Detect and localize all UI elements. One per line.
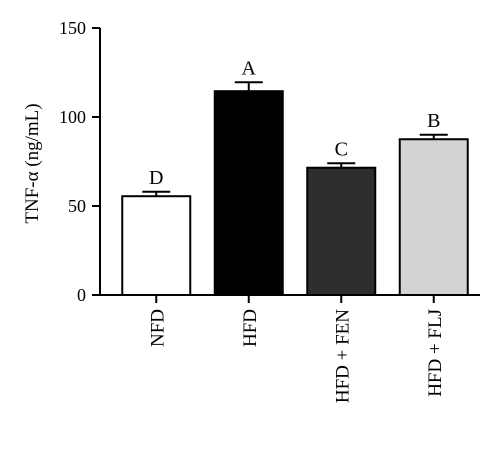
bar bbox=[213, 90, 284, 296]
y-tick-label: 100 bbox=[59, 107, 86, 127]
category-label: HFD bbox=[240, 309, 261, 347]
bar bbox=[306, 166, 377, 296]
bar bbox=[121, 195, 192, 297]
bars bbox=[121, 81, 469, 297]
y-tick-label: 150 bbox=[59, 18, 86, 38]
category-label: HFD + FLJ bbox=[425, 309, 446, 397]
y-tick-label: 0 bbox=[77, 285, 86, 305]
category-label: HFD + FEN bbox=[332, 309, 353, 403]
y-tick-label: 50 bbox=[68, 196, 86, 216]
significance-label: B bbox=[427, 110, 440, 132]
significance-label: D bbox=[149, 167, 163, 189]
labels: D NFD A HFD C HFD + FEN B HFD + FLJ bbox=[147, 57, 446, 403]
category-label: NFD bbox=[147, 309, 168, 347]
significance-label: C bbox=[335, 138, 348, 160]
significance-label: A bbox=[242, 57, 257, 79]
bar bbox=[398, 138, 469, 296]
y-axis-title: TNF-α (ng/mL) bbox=[22, 103, 43, 223]
